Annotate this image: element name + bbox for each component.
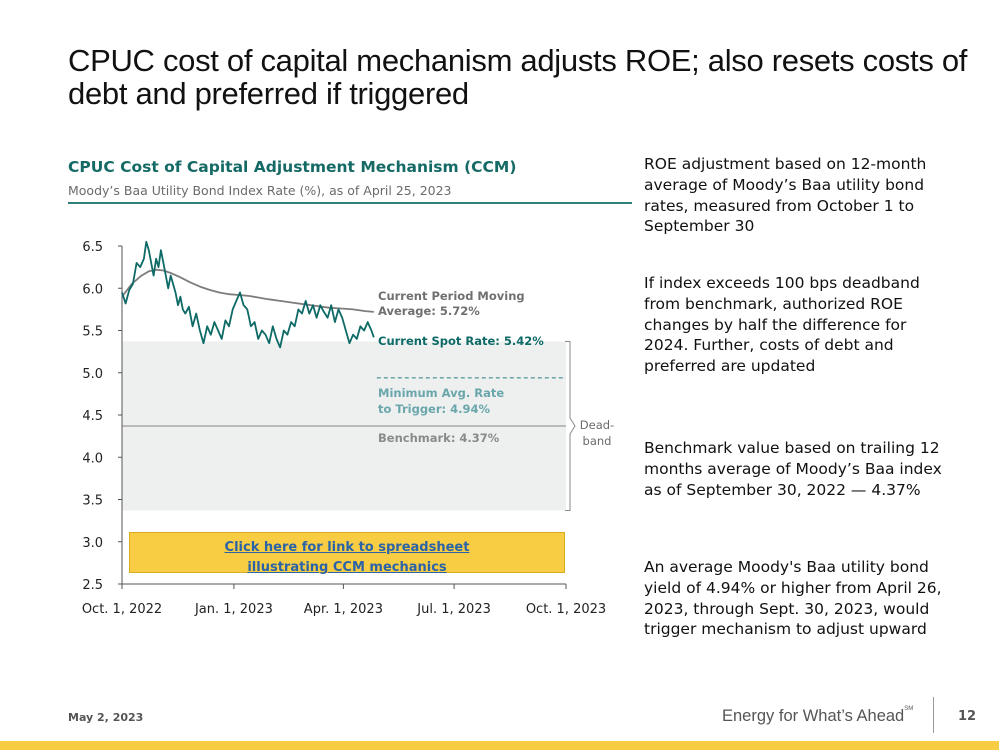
deadband-label-line2: band	[583, 434, 612, 448]
y-tick-label: 3.0	[82, 536, 103, 551]
x-tick-label: Apr. 1, 2023	[304, 602, 383, 617]
deadband-label: Dead-	[580, 418, 614, 432]
y-tick-label: 5.5	[82, 325, 103, 340]
y-tick-label: 6.0	[82, 282, 103, 297]
x-tick-label: Oct. 1, 2022	[82, 602, 162, 617]
bottom-accent-bar	[0, 741, 999, 750]
min-trigger-label: Minimum Avg. Rate	[378, 386, 504, 400]
bullet-roe-adjustment: ROE adjustment based on 12-month average…	[644, 155, 927, 236]
service-mark: SM	[904, 706, 914, 712]
y-tick-label: 4.5	[82, 409, 103, 424]
y-tick-label: 3.5	[82, 494, 103, 509]
x-tick-label: Jan. 1, 2023	[194, 602, 273, 617]
moving-average-line	[121, 268, 374, 313]
footer-divider	[933, 697, 934, 733]
y-tick-label: 4.0	[82, 451, 103, 466]
spreadsheet-link-line2[interactable]: illustrating CCM mechanics	[247, 560, 447, 575]
page-number: 12	[958, 709, 977, 724]
chart-subtitle: Moody’s Baa Utility Bond Index Rate (%),…	[68, 183, 452, 198]
deadband-brace	[565, 340, 576, 511]
y-tick-label: 5.0	[82, 367, 103, 382]
spreadsheet-link-box[interactable]: Click here for link to spreadsheet illust…	[129, 532, 565, 575]
chart-title: CPUC Cost of Capital Adjustment Mechanis…	[68, 158, 517, 176]
tagline-text: Energy for What’s Ahead	[722, 707, 905, 725]
moving-average-value-label: Average: 5.72%	[378, 304, 480, 318]
footer-date: May 2, 2023	[68, 711, 144, 724]
bond-rate-chart: 2.5 3.0 3.5 4.0 4.5 5.0 5.5 6.0 6.5 Oct. 1, 2022…	[82, 240, 614, 617]
bullet-deadband: If index exceeds 100 bps deadband from b…	[644, 274, 920, 376]
spreadsheet-link[interactable]: Click here for link to spreadsheet illust…	[225, 540, 470, 575]
bullet-trigger: An average Moody's Baa utility bond yiel…	[644, 558, 942, 639]
benchmark-label: Benchmark: 4.37%	[378, 431, 500, 445]
x-tick-label: Oct. 1, 2023	[526, 602, 606, 617]
y-tick-label: 2.5	[82, 578, 103, 593]
min-trigger-value-label: to Trigger: 4.94%	[378, 402, 491, 416]
bullet-benchmark: Benchmark value based on trailing 12 mon…	[644, 439, 942, 499]
spot-rate-label: Current Spot Rate: 5.42%	[378, 334, 544, 348]
y-tick-label: 6.5	[82, 240, 103, 255]
x-tick-label: Jul. 1, 2023	[416, 602, 491, 617]
spreadsheet-link-line1[interactable]: Click here for link to spreadsheet	[224, 540, 470, 555]
moving-average-label: Current Period Moving	[378, 289, 525, 303]
chart-title-rule	[68, 202, 632, 204]
slide-title: CPUC cost of capital mechanism adjusts R…	[68, 43, 968, 111]
footer-tagline: Energy for What’s AheadSM	[722, 706, 914, 726]
spot-rate-line	[121, 240, 375, 349]
